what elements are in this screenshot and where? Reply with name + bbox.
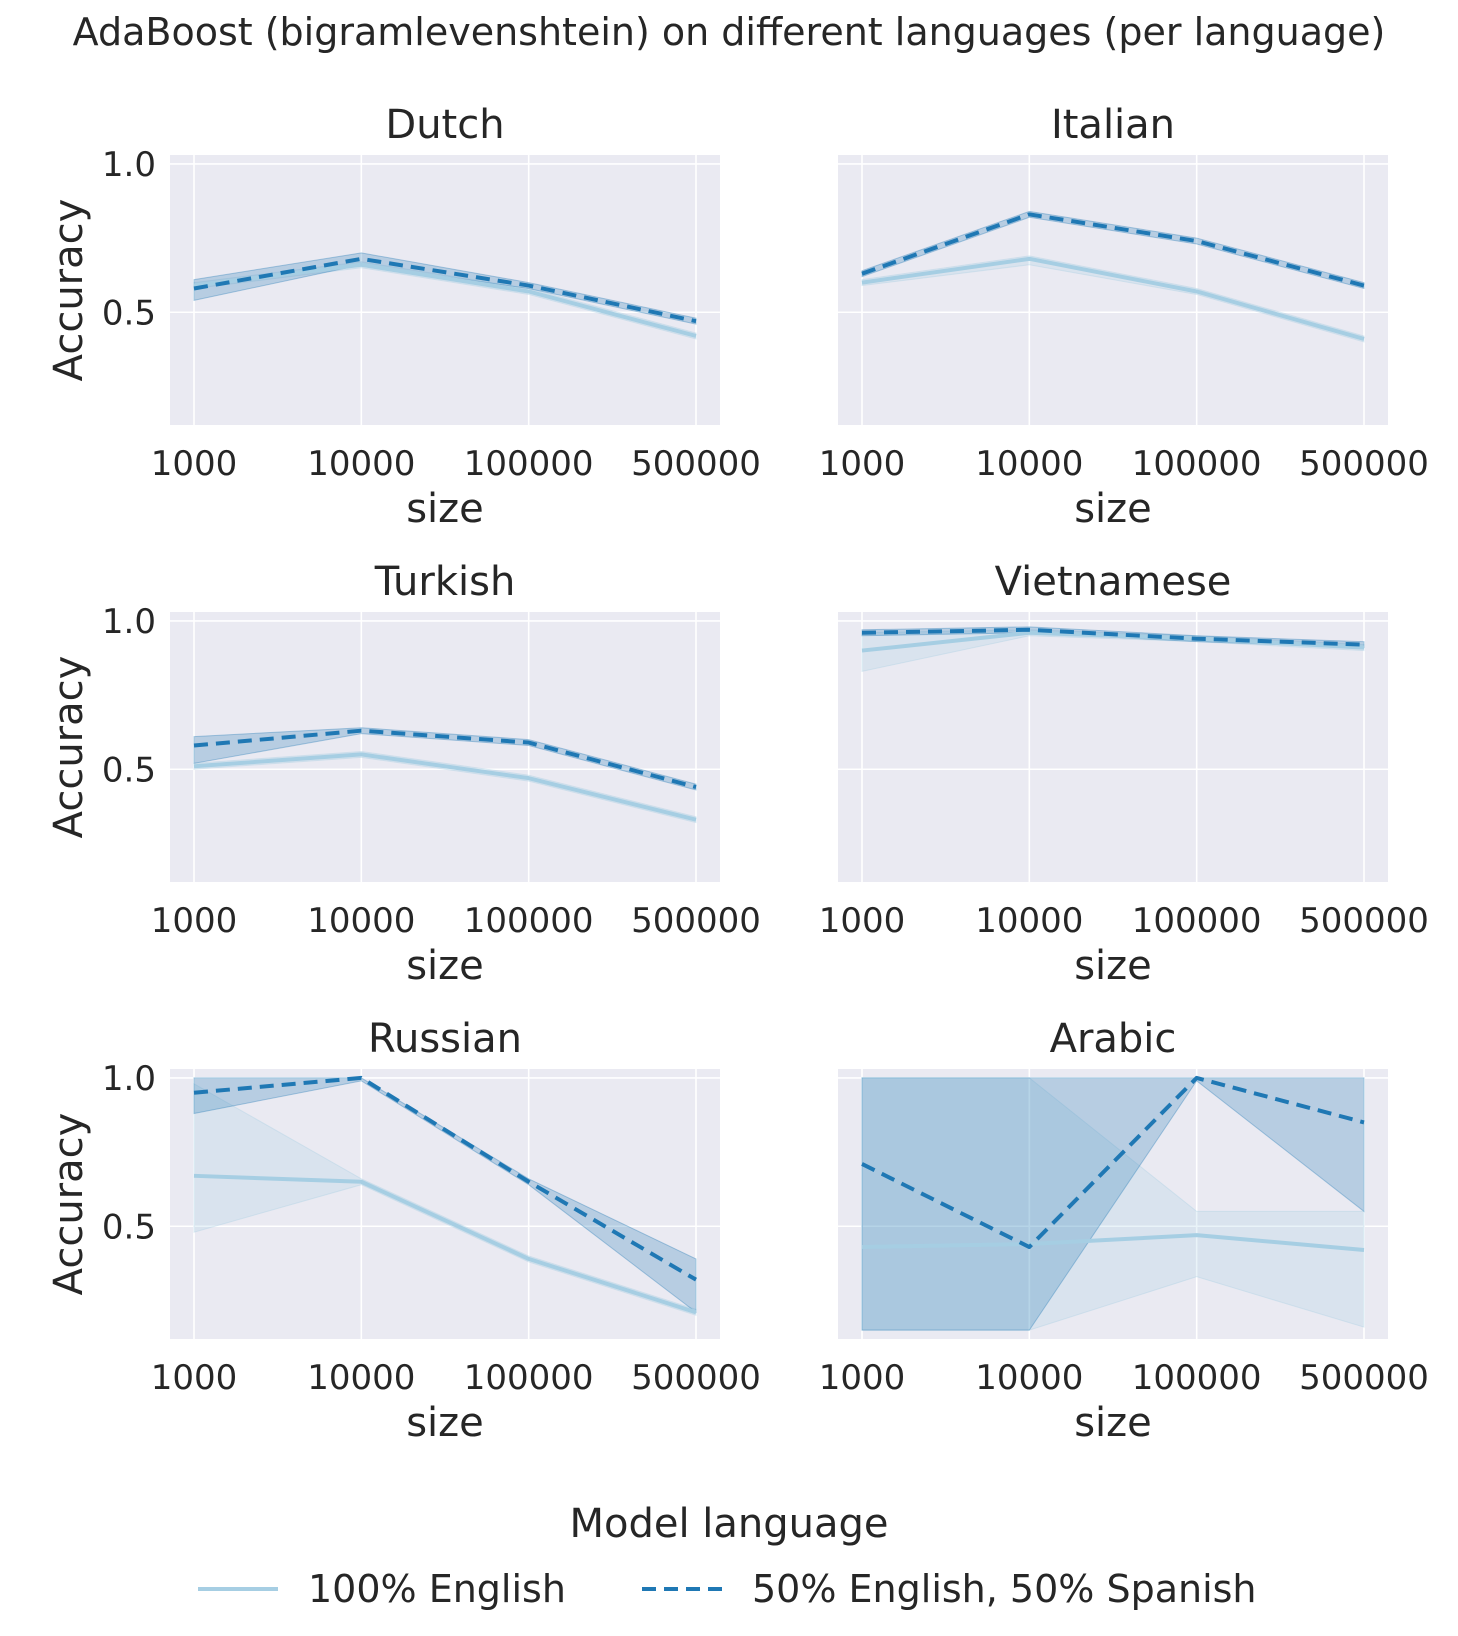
x-tick-label: 1000 (819, 444, 906, 484)
x-tick-label: 100000 (1132, 1358, 1262, 1398)
ci-band-100-english (193, 1082, 697, 1316)
plot-area (838, 155, 1388, 425)
y-tick-label: 1.0 (102, 1059, 156, 1099)
series-line-100-english (193, 752, 697, 822)
plot-area (838, 1069, 1388, 1339)
x-axis-label: size (406, 486, 484, 532)
ci-band-100-english (861, 1077, 1365, 1331)
x-tick-label: 100000 (464, 1358, 594, 1398)
y-tick-label: 0.5 (102, 750, 156, 790)
x-tick-label: 10000 (975, 1358, 1083, 1398)
y-tick-label: 0.5 (102, 293, 156, 333)
x-tick-label: 10000 (307, 1358, 415, 1398)
x-tick-label: 10000 (307, 444, 415, 484)
y-axis-label: Accuracy (46, 656, 92, 839)
figure-title: AdaBoost (bigramlevenshtein) on differen… (73, 10, 1386, 54)
plot-area (838, 612, 1388, 882)
legend: Model language 100% English 50% English,… (198, 1501, 1257, 1611)
panel-title: Turkish (374, 559, 516, 605)
x-tick-label: 1000 (151, 901, 238, 941)
x-tick-label: 100000 (464, 901, 594, 941)
legend-title: Model language (569, 1501, 888, 1547)
series-line-50-english-50-spanish (193, 1075, 698, 1282)
plot-area (170, 612, 720, 882)
x-tick-label: 10000 (975, 444, 1083, 484)
series-line-100-english (193, 1173, 697, 1315)
y-axis-label: Accuracy (46, 1113, 92, 1296)
panel-italian: 1000 10000 100000 500000 Italian size (819, 102, 1429, 532)
x-tick-label: 100000 (1132, 901, 1262, 941)
x-axis-label: size (1074, 943, 1152, 989)
ci-band-50-english-50-spanish (861, 1077, 1365, 1331)
ci-band-100-english (861, 255, 1365, 343)
y-tick-label: 0.5 (102, 1207, 156, 1247)
x-axis-label: size (406, 943, 484, 989)
x-tick-label: 1000 (151, 444, 238, 484)
series-line-50-english-50-spanish (193, 256, 697, 324)
x-tick-label: 1000 (151, 1358, 238, 1398)
y-tick-label: 1.0 (102, 602, 156, 642)
panel-arabic: 1000 10000 100000 500000 Arabic size (819, 1016, 1429, 1446)
series-line-50-english-50-spanish (861, 627, 1365, 647)
panels: 1000 10000 100000 500000 0.5 1.0 Dutch size Accu… (46, 102, 1429, 1446)
x-tick-label: 500000 (1299, 1358, 1429, 1398)
series-line-50-english-50-spanish (861, 212, 1365, 288)
series-line-100-english (193, 262, 697, 338)
plot-area (170, 155, 720, 425)
series-line-100-english (861, 1233, 1365, 1252)
panel-title: Italian (1051, 102, 1175, 148)
panel-russian: 1000 10000 100000 500000 0.5 1.0 Russian size Ac… (46, 1016, 761, 1446)
x-tick-label: 1000 (819, 1358, 906, 1398)
series-line-50-english-50-spanish (861, 1075, 1365, 1250)
legend-label-50-english-50-spanish: 50% English, 50% Spanish (752, 1567, 1257, 1611)
x-tick-label: 10000 (975, 901, 1083, 941)
x-tick-label: 500000 (1299, 444, 1429, 484)
x-tick-label: 1000 (819, 901, 906, 941)
x-tick-label: 500000 (631, 1358, 761, 1398)
x-tick-label: 100000 (464, 444, 594, 484)
panel-title: Dutch (385, 102, 504, 148)
panel-title: Arabic (1050, 1016, 1177, 1062)
x-tick-label: 500000 (631, 901, 761, 941)
x-axis-label: size (1074, 1400, 1152, 1446)
legend-label-100-english: 100% English (308, 1567, 566, 1611)
panel-title: Vietnamese (995, 559, 1232, 605)
y-tick-label: 1.0 (102, 145, 156, 185)
x-tick-label: 500000 (631, 444, 761, 484)
x-tick-label: 500000 (1299, 901, 1429, 941)
panel-dutch: 1000 10000 100000 500000 0.5 1.0 Dutch size Accu… (46, 102, 761, 532)
x-axis-label: size (406, 1400, 484, 1446)
panel-turkish: 1000 10000 100000 500000 0.5 1.0 Turkish size Ac… (46, 559, 761, 989)
panel-title: Russian (368, 1016, 522, 1062)
y-axis-label: Accuracy (46, 199, 92, 382)
plot-area (170, 1069, 720, 1339)
x-tick-label: 100000 (1132, 444, 1262, 484)
panel-vietnamese: 1000 10000 100000 500000 Vietnamese size (819, 559, 1429, 989)
x-tick-label: 10000 (307, 901, 415, 941)
series-line-50-english-50-spanish (193, 728, 697, 789)
series-line-100-english (861, 256, 1365, 341)
x-axis-label: size (1074, 486, 1152, 532)
